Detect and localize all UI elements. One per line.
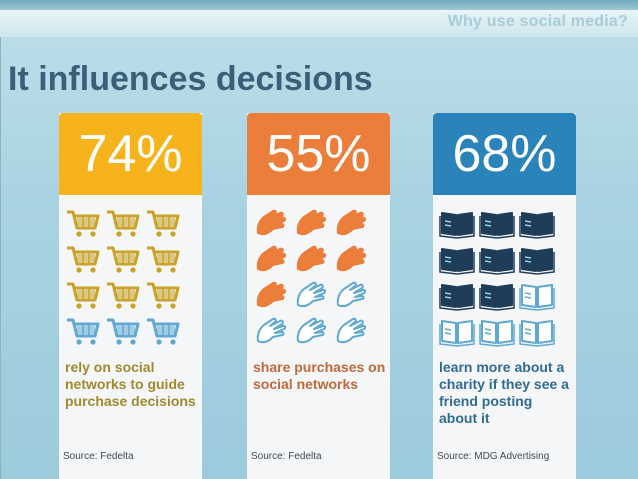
open-book-icon (439, 207, 475, 239)
shopping-cart-icon (145, 279, 181, 311)
shopping-cart-icon (105, 315, 141, 347)
stat-source: Source: MDG Advertising (437, 451, 550, 462)
shopping-cart-icon (65, 243, 101, 275)
stat-value: 74% (59, 113, 202, 195)
header-title: Why use social media? (447, 13, 628, 30)
shopping-cart-icon (105, 207, 141, 239)
stat-card-purchase-decisions: 74% rely on social networks to guide pur… (59, 113, 202, 479)
stat-card-share-purchases: 55% share purchases on social networks S… (247, 113, 390, 479)
open-book-icon (479, 279, 515, 311)
hand-icon (253, 279, 289, 311)
hand-icon (253, 315, 289, 347)
hand-icon (293, 243, 329, 275)
stat-description: rely on social networks to guide purchas… (65, 359, 196, 409)
open-book-icon (519, 279, 555, 311)
open-book-icon (519, 315, 555, 347)
hand-icon (333, 315, 369, 347)
hand-icon (253, 207, 289, 239)
open-book-icon (519, 207, 555, 239)
hand-icon (293, 279, 329, 311)
open-book-icon (479, 315, 515, 347)
stat-source: Source: Fedelta (63, 451, 134, 462)
open-book-icon (439, 279, 475, 311)
shopping-cart-icon (145, 315, 181, 347)
stat-description: share purchases on social networks (253, 359, 386, 392)
shopping-cart-icon (145, 243, 181, 275)
top-bar-divider (0, 10, 638, 13)
shopping-cart-icon (65, 279, 101, 311)
open-book-icon (479, 207, 515, 239)
open-book-icon (439, 315, 475, 347)
top-bar (0, 0, 638, 10)
open-book-icon (439, 243, 475, 275)
shopping-cart-icon (105, 279, 141, 311)
open-book-icon (479, 243, 515, 275)
shopping-cart-icon (145, 207, 181, 239)
stat-value: 55% (247, 113, 390, 195)
stat-description: learn more about a charity if they see a… (439, 359, 569, 426)
stat-source: Source: Fedelta (251, 451, 322, 462)
shopping-cart-icon (65, 315, 101, 347)
hand-icon (333, 279, 369, 311)
page-title: It influences decisions (8, 60, 373, 98)
shopping-cart-icon (65, 207, 101, 239)
hand-icon (253, 243, 289, 275)
open-book-icon (519, 243, 555, 275)
hand-icon (293, 315, 329, 347)
left-edge-line (0, 0, 1, 479)
header-strip (0, 13, 638, 37)
shopping-cart-icon (105, 243, 141, 275)
hand-icon (333, 207, 369, 239)
hand-icon (333, 243, 369, 275)
hand-icon (293, 207, 329, 239)
stat-value: 68% (433, 113, 576, 195)
stat-card-charity: 68% learn more about a charity if they s… (433, 113, 576, 479)
